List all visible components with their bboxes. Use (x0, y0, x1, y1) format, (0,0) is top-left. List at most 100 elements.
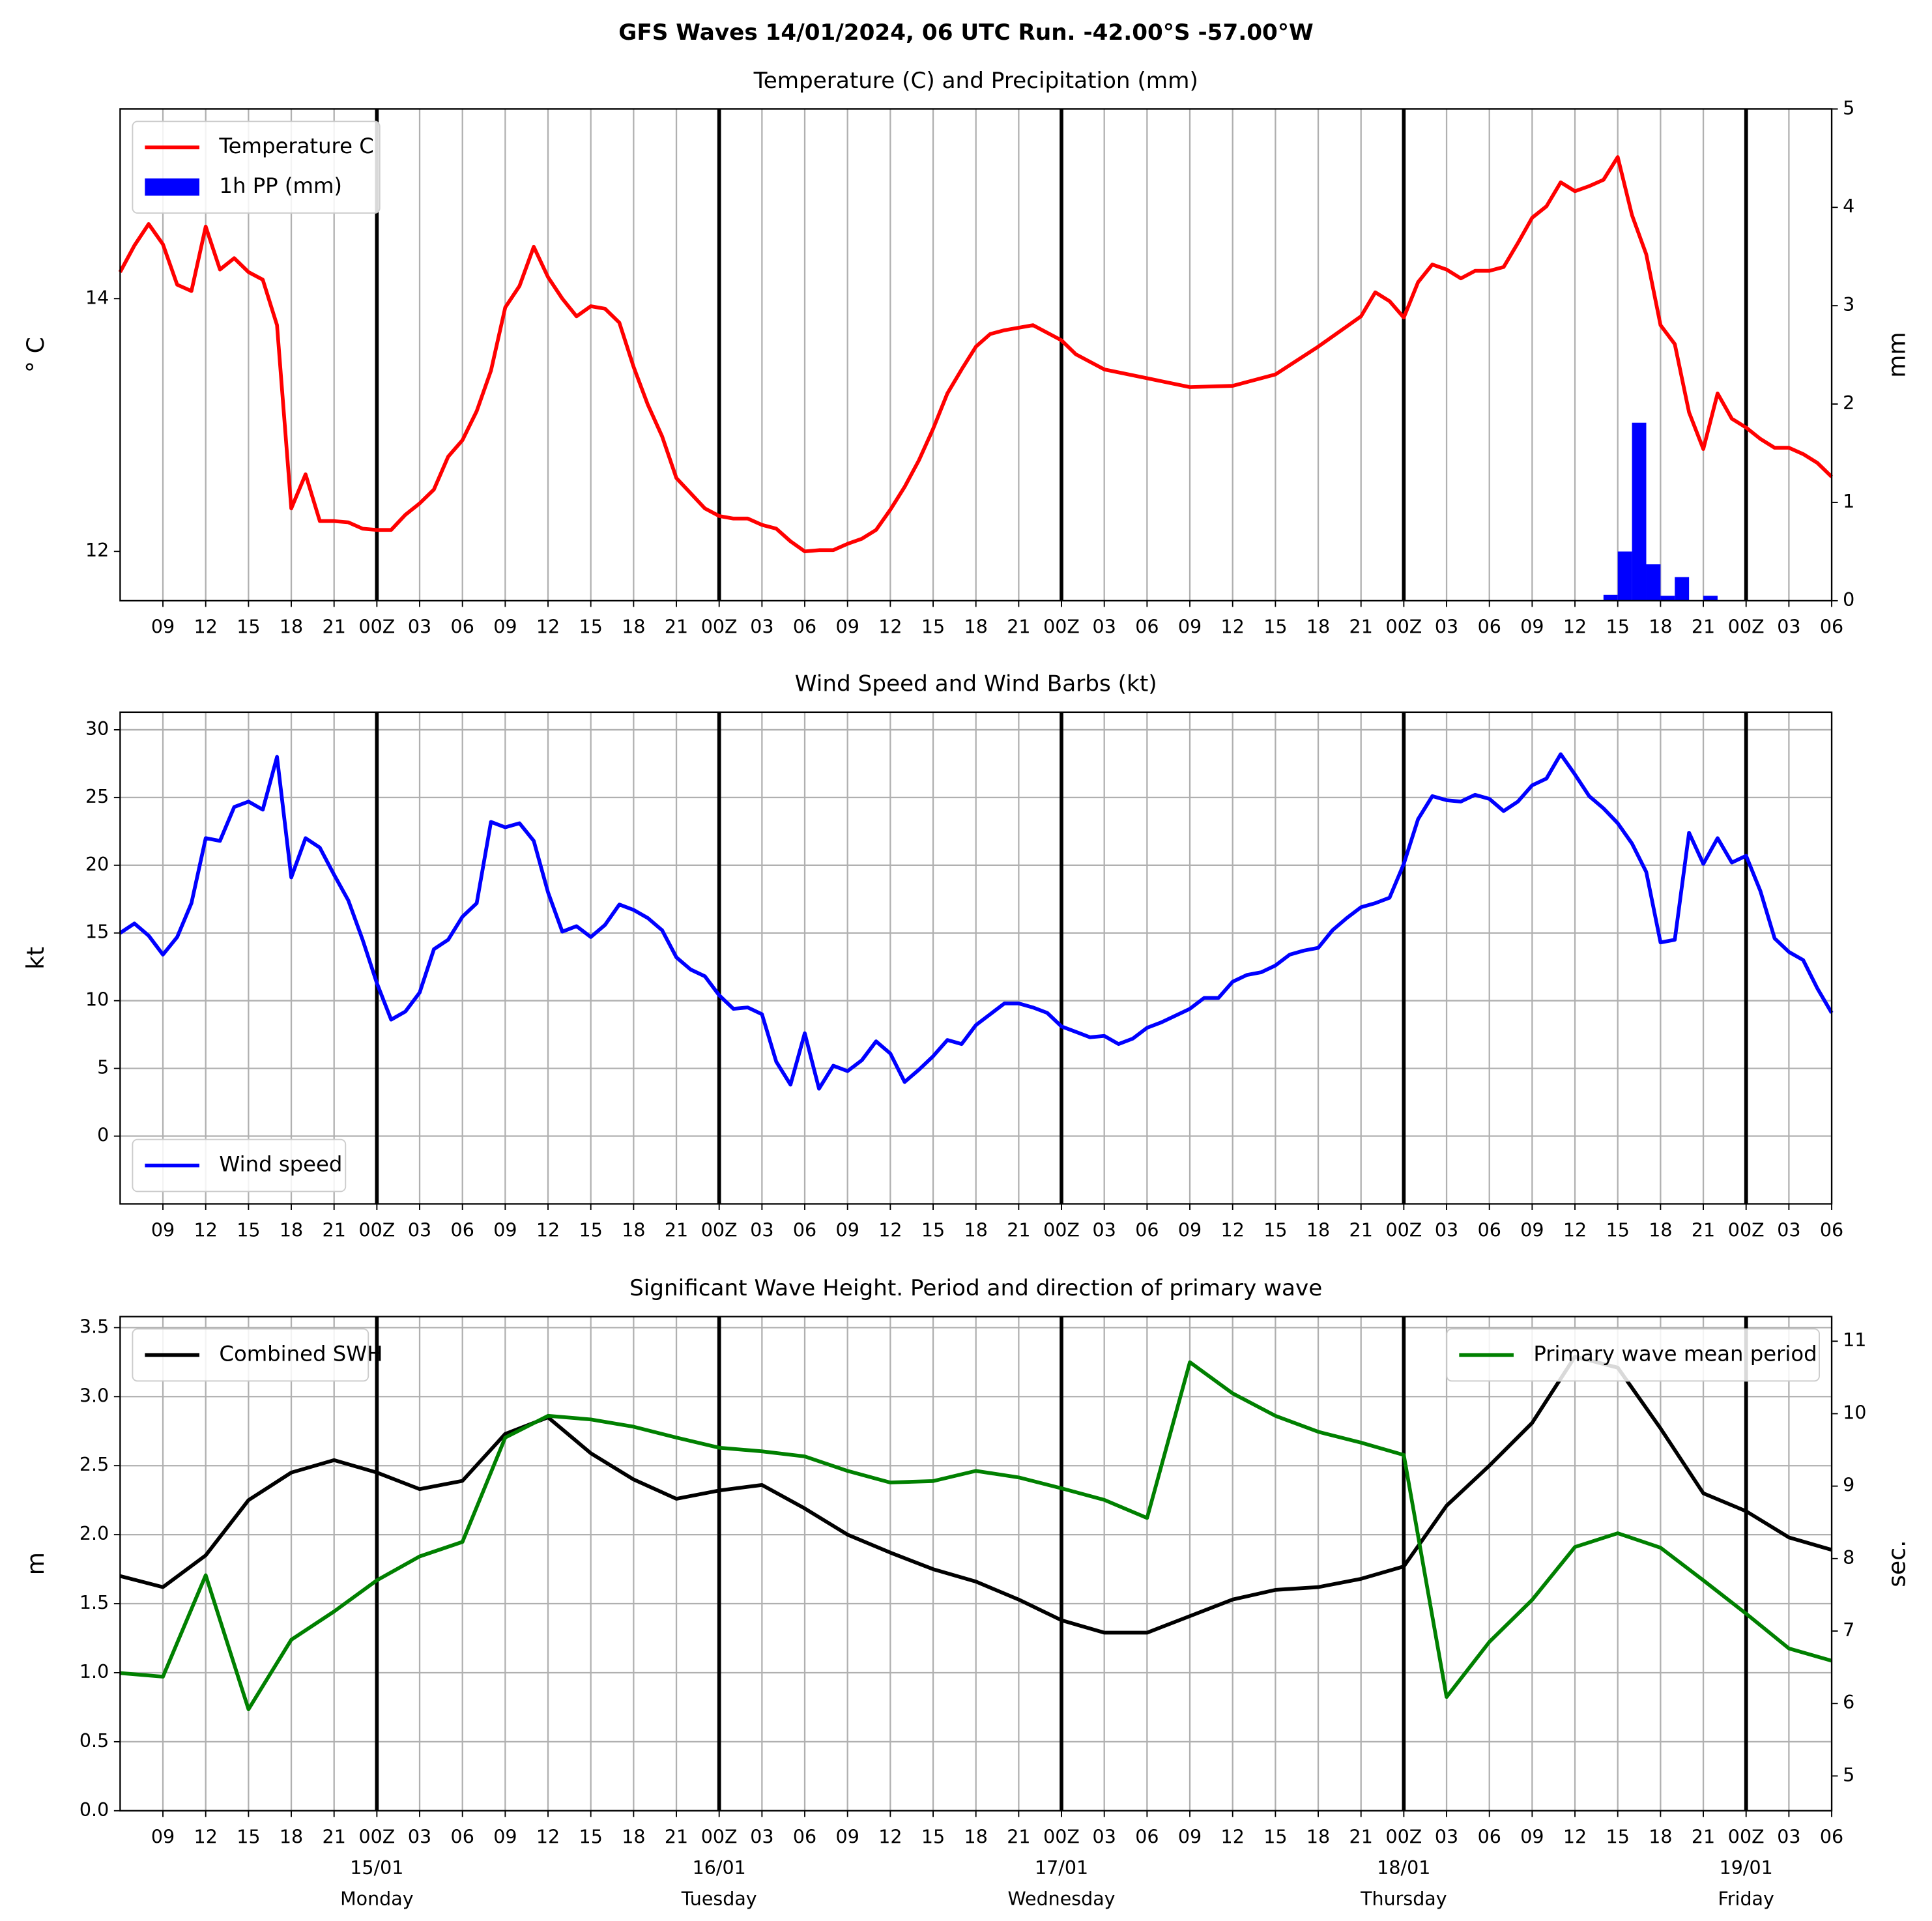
x-tick-label: 12 (536, 616, 560, 638)
y-tick-label: 3.5 (79, 1316, 109, 1337)
y-tick-label: 10 (85, 989, 109, 1011)
x-tick-label: 18 (622, 1219, 645, 1241)
x-tick-label: 03 (1435, 1219, 1458, 1241)
x-tick-label: 12 (1563, 1219, 1587, 1241)
x-tick-label: 06 (793, 1827, 816, 1848)
bar (1646, 564, 1661, 601)
y2-tick-label: 9 (1843, 1475, 1854, 1496)
y-axis-label: ° C (22, 337, 50, 373)
y-tick-label: 3.0 (79, 1385, 109, 1406)
y2-axis-label: mm (1883, 332, 1911, 377)
x-tick-label: 09 (1520, 1219, 1544, 1241)
y-axis-label: m (22, 1552, 50, 1575)
bar (1617, 551, 1632, 601)
y-tick-label: 12 (85, 540, 109, 561)
x-tick-label: 03 (1777, 1219, 1800, 1241)
x-tick-label: 15 (1263, 1219, 1287, 1241)
x-tick-label: 09 (1520, 1827, 1544, 1848)
y-tick-label: 0.0 (79, 1799, 109, 1821)
x-tick-label: 15 (237, 1827, 260, 1848)
x-tick-label: 09 (493, 1219, 517, 1241)
x-tick-label: 21 (323, 616, 346, 638)
x-tick-label: 00Z (1728, 1827, 1765, 1848)
y-tick-label: 2.0 (79, 1523, 109, 1544)
x-tick-label: 00Z (358, 616, 395, 638)
bar (1632, 422, 1647, 601)
line (119, 752, 1834, 1091)
legend-label: Combined SWH (219, 1341, 382, 1366)
x-tick-label: 21 (1692, 616, 1715, 638)
x-tick-label: 12 (536, 1219, 560, 1241)
x-tick-label: 06 (1135, 1827, 1159, 1848)
x-tick-label: 21 (323, 1827, 346, 1848)
legend-swatch (145, 178, 200, 196)
y2-tick-label: 6 (1843, 1692, 1854, 1713)
x-tick-label: 03 (750, 1827, 773, 1848)
x-tick-label: 15 (579, 1219, 603, 1241)
y2-tick-label: 2 (1843, 392, 1854, 414)
x-tick-label: 03 (1777, 1827, 1800, 1848)
x-tick-label: 00Z (1728, 1219, 1765, 1241)
line (120, 1360, 1832, 1711)
x-tick-label: 03 (408, 1219, 431, 1241)
x-tick-label: 06 (793, 1219, 816, 1241)
y-axis-label: kt (22, 947, 50, 970)
x-tick-label: 21 (1349, 1827, 1373, 1848)
y-tick-label: 1.5 (79, 1592, 109, 1613)
x-tick-label: 09 (1178, 1219, 1202, 1241)
x-tick-label: 00Z (358, 1219, 395, 1241)
bar (1660, 596, 1675, 601)
bar (1675, 577, 1690, 601)
x-tick-label: 12 (878, 1219, 902, 1241)
x-tick-label: 03 (1093, 1219, 1116, 1241)
x-tick-label: 09 (151, 616, 175, 638)
x-tick-label: 06 (1478, 1827, 1501, 1848)
x-tick-label: 09 (493, 616, 517, 638)
x-tick-label: 00Z (1043, 616, 1080, 638)
legend-label: Primary wave mean period (1533, 1341, 1817, 1366)
x-tick-label: 15 (579, 616, 603, 638)
x-tick-label: 18 (280, 1827, 303, 1848)
x-tick-label: 00Z (701, 1827, 738, 1848)
y-tick-label: 30 (85, 718, 109, 740)
x-tick-label: 21 (323, 1219, 346, 1241)
y2-tick-label: 8 (1843, 1547, 1854, 1568)
x-tick-label: 03 (1435, 616, 1458, 638)
axes-frame (119, 1316, 1833, 1812)
x-tick-label: 12 (1221, 1827, 1245, 1848)
x-tick-label: 15 (237, 616, 260, 638)
x-tick-label: 21 (1007, 1219, 1030, 1241)
legend-label: 1h PP (mm) (219, 173, 342, 198)
x-tick-label: 15 (921, 616, 945, 638)
x-tick-label: 09 (1520, 616, 1544, 638)
x-tick-label: 21 (1007, 616, 1030, 638)
x-tick-label: 18 (622, 616, 645, 638)
legend-box (1446, 1328, 1820, 1382)
x-tick-label: 03 (408, 1827, 431, 1848)
line (119, 1355, 1832, 1635)
x-tick-label: 18 (1649, 1827, 1672, 1848)
x-tick-label: 03 (1093, 1827, 1116, 1848)
x-tick-label: 09 (1178, 616, 1202, 638)
x-tick-label: 21 (665, 616, 688, 638)
y-tick-label: 0.5 (79, 1730, 109, 1752)
x-tick-label: 00Z (701, 1219, 738, 1241)
x-tick-label: 18 (1306, 1219, 1330, 1241)
x-tick-label: 06 (451, 1827, 474, 1848)
panel-title: Wind Speed and Wind Barbs (kt) (795, 671, 1157, 697)
date-label: 17/01 (1035, 1857, 1088, 1879)
y2-tick-label: 5 (1843, 97, 1854, 119)
x-tick-label: 12 (1221, 616, 1245, 638)
x-tick-label: 12 (536, 1827, 560, 1848)
x-tick-label: 09 (1178, 1827, 1202, 1848)
x-tick-label: 00Z (1385, 616, 1422, 638)
y-tick-label: 14 (85, 287, 109, 308)
x-tick-label: 09 (836, 1827, 859, 1848)
x-tick-label: 09 (836, 1219, 859, 1241)
x-tick-label: 06 (451, 1219, 474, 1241)
x-tick-label: 18 (1306, 616, 1330, 638)
y-tick-label: 20 (85, 854, 109, 875)
date-label: 18/01 (1377, 1857, 1430, 1879)
x-tick-label: 09 (151, 1827, 175, 1848)
